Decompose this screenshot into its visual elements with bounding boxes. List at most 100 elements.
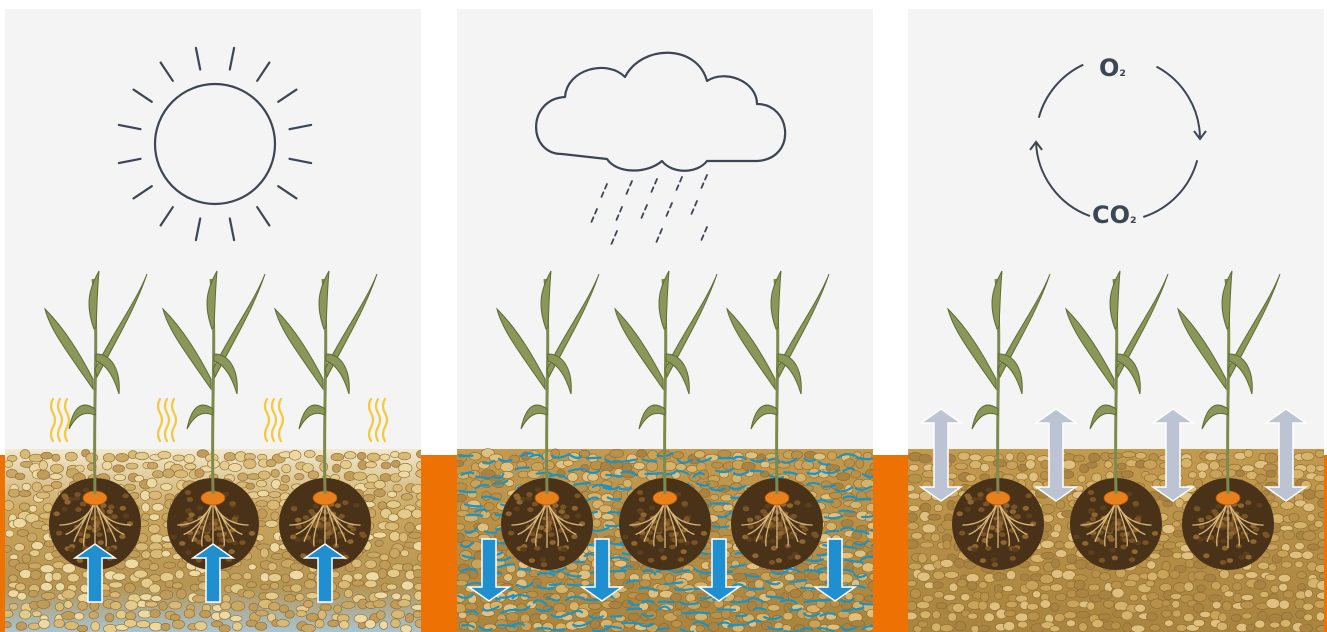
rain-drop [655,228,663,244]
rain-drop [610,230,618,246]
sun-ray [256,61,271,82]
panel-drought [5,9,421,632]
root-ball [1070,478,1162,570]
root-ball [731,478,823,570]
drainage-arrows [466,538,858,602]
roots [962,501,1034,548]
roots [629,501,701,548]
air-arrow-icon [1033,408,1079,502]
water-arrow-down-icon [812,538,858,602]
soil-layer [908,449,1324,632]
heat-wave-icon [367,397,389,443]
roots [511,501,583,548]
cycle-arc-left-top [1037,63,1084,119]
water-arrow-up-icon [302,543,348,603]
cycle-arrowhead [1193,130,1207,141]
sun-icon [117,46,313,242]
roots [289,501,361,548]
o2-label: O₂ [1099,54,1126,82]
sun-ray [228,217,236,242]
rain-drop [665,202,673,218]
heat-wave-icon [263,397,285,443]
sun-ray [228,46,236,71]
rain-drop [690,200,698,216]
root-ball [1182,478,1274,570]
sun-ray [194,217,202,242]
rain-drop [650,178,658,194]
plant-icon [614,270,718,495]
sun-ray [132,185,153,200]
roots [1192,501,1264,548]
rain-drop [700,174,708,190]
panel-aeration: O₂ CO₂ [908,9,1324,632]
heat-wave-icon [49,397,71,443]
sun-disc [153,82,277,206]
soil-layer [457,448,873,632]
drought-scene [5,46,421,632]
root-ball [952,478,1044,570]
plant-icon [44,270,148,495]
roots [741,501,813,548]
rain-drop [615,206,623,222]
sun-ray [256,206,271,227]
cycle-arrowhead [1029,140,1043,151]
rain-cloud-icon [535,51,787,246]
root-ball [167,478,259,570]
root-ball [619,478,711,570]
sun-ray [194,46,202,71]
sun-ray [159,61,174,82]
gas-cycle-arrows-icon [1029,63,1207,218]
sun-ray [288,157,313,165]
soil-layer [5,449,421,632]
plants [44,270,378,495]
water-arrow-up-icon [72,543,118,603]
plant-icon [726,270,830,495]
root-ball [279,478,371,570]
plant-icon [947,270,1051,495]
roots [177,501,249,548]
sun-ray [277,185,298,200]
sun-ray [117,123,142,131]
rain-drop [625,180,633,196]
panel-rain [457,9,873,632]
rain-drop [700,226,708,242]
air-arrow-icon [1263,408,1309,502]
sun-ray [132,88,153,103]
plant-icon [1065,270,1169,495]
plant-icon [1177,270,1281,495]
root-ball [49,478,141,570]
plant-icon [496,270,600,495]
air-exchange-arrows [918,408,1309,502]
soil-grains [5,449,421,632]
rain-drop [590,208,598,224]
plants [496,270,830,495]
cycle-arc-left-bottom [1035,141,1091,218]
sun-ray [159,206,174,227]
rain-scene [457,51,873,632]
air-arrow-icon [918,408,964,502]
air-arrow-icon [1150,408,1196,502]
cloud-outline [535,51,787,172]
water-arrow-down-icon [579,538,625,602]
roots [1080,501,1152,548]
sun-ray [288,123,313,131]
aeration-scene [908,63,1324,632]
plant-icon [274,270,378,495]
cycle-arc-right-bottom [1142,159,1199,218]
water-arrow-up-icon [190,543,236,603]
heat-and-water-arrows [49,397,389,603]
plants [947,270,1281,495]
co2-label: CO₂ [1092,201,1137,229]
cycle-arc-right-top [1156,65,1201,140]
rain-drop [675,176,683,192]
water-arrow-down-icon [696,538,742,602]
rain-drop [640,204,648,220]
water-arrow-down-icon [466,538,512,602]
roots [59,501,131,548]
sun-ray [277,88,298,103]
rain-drop [600,183,608,199]
root-ball [501,478,593,570]
heat-wave-icon [156,397,178,443]
sun-ray [117,157,142,165]
plant-icon [162,270,266,495]
